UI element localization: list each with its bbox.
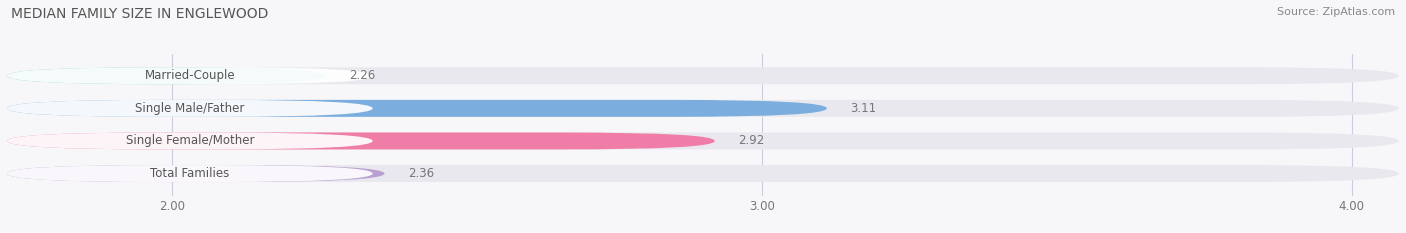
Text: 3.11: 3.11 — [851, 102, 876, 115]
Text: Source: ZipAtlas.com: Source: ZipAtlas.com — [1277, 7, 1395, 17]
FancyBboxPatch shape — [7, 67, 1399, 84]
FancyBboxPatch shape — [7, 133, 1399, 149]
Text: Married-Couple: Married-Couple — [145, 69, 235, 82]
FancyBboxPatch shape — [7, 165, 373, 182]
FancyBboxPatch shape — [7, 100, 1399, 117]
FancyBboxPatch shape — [7, 67, 373, 84]
FancyBboxPatch shape — [7, 100, 373, 117]
Text: Single Female/Mother: Single Female/Mother — [125, 134, 254, 147]
Text: 2.92: 2.92 — [738, 134, 765, 147]
Text: MEDIAN FAMILY SIZE IN ENGLEWOOD: MEDIAN FAMILY SIZE IN ENGLEWOOD — [11, 7, 269, 21]
Text: Single Male/Father: Single Male/Father — [135, 102, 245, 115]
FancyBboxPatch shape — [7, 165, 384, 182]
FancyBboxPatch shape — [7, 165, 1399, 182]
Text: 2.36: 2.36 — [408, 167, 434, 180]
Text: Total Families: Total Families — [150, 167, 229, 180]
Text: 2.26: 2.26 — [349, 69, 375, 82]
FancyBboxPatch shape — [7, 133, 373, 149]
FancyBboxPatch shape — [7, 100, 827, 117]
FancyBboxPatch shape — [7, 67, 326, 84]
FancyBboxPatch shape — [7, 133, 714, 149]
